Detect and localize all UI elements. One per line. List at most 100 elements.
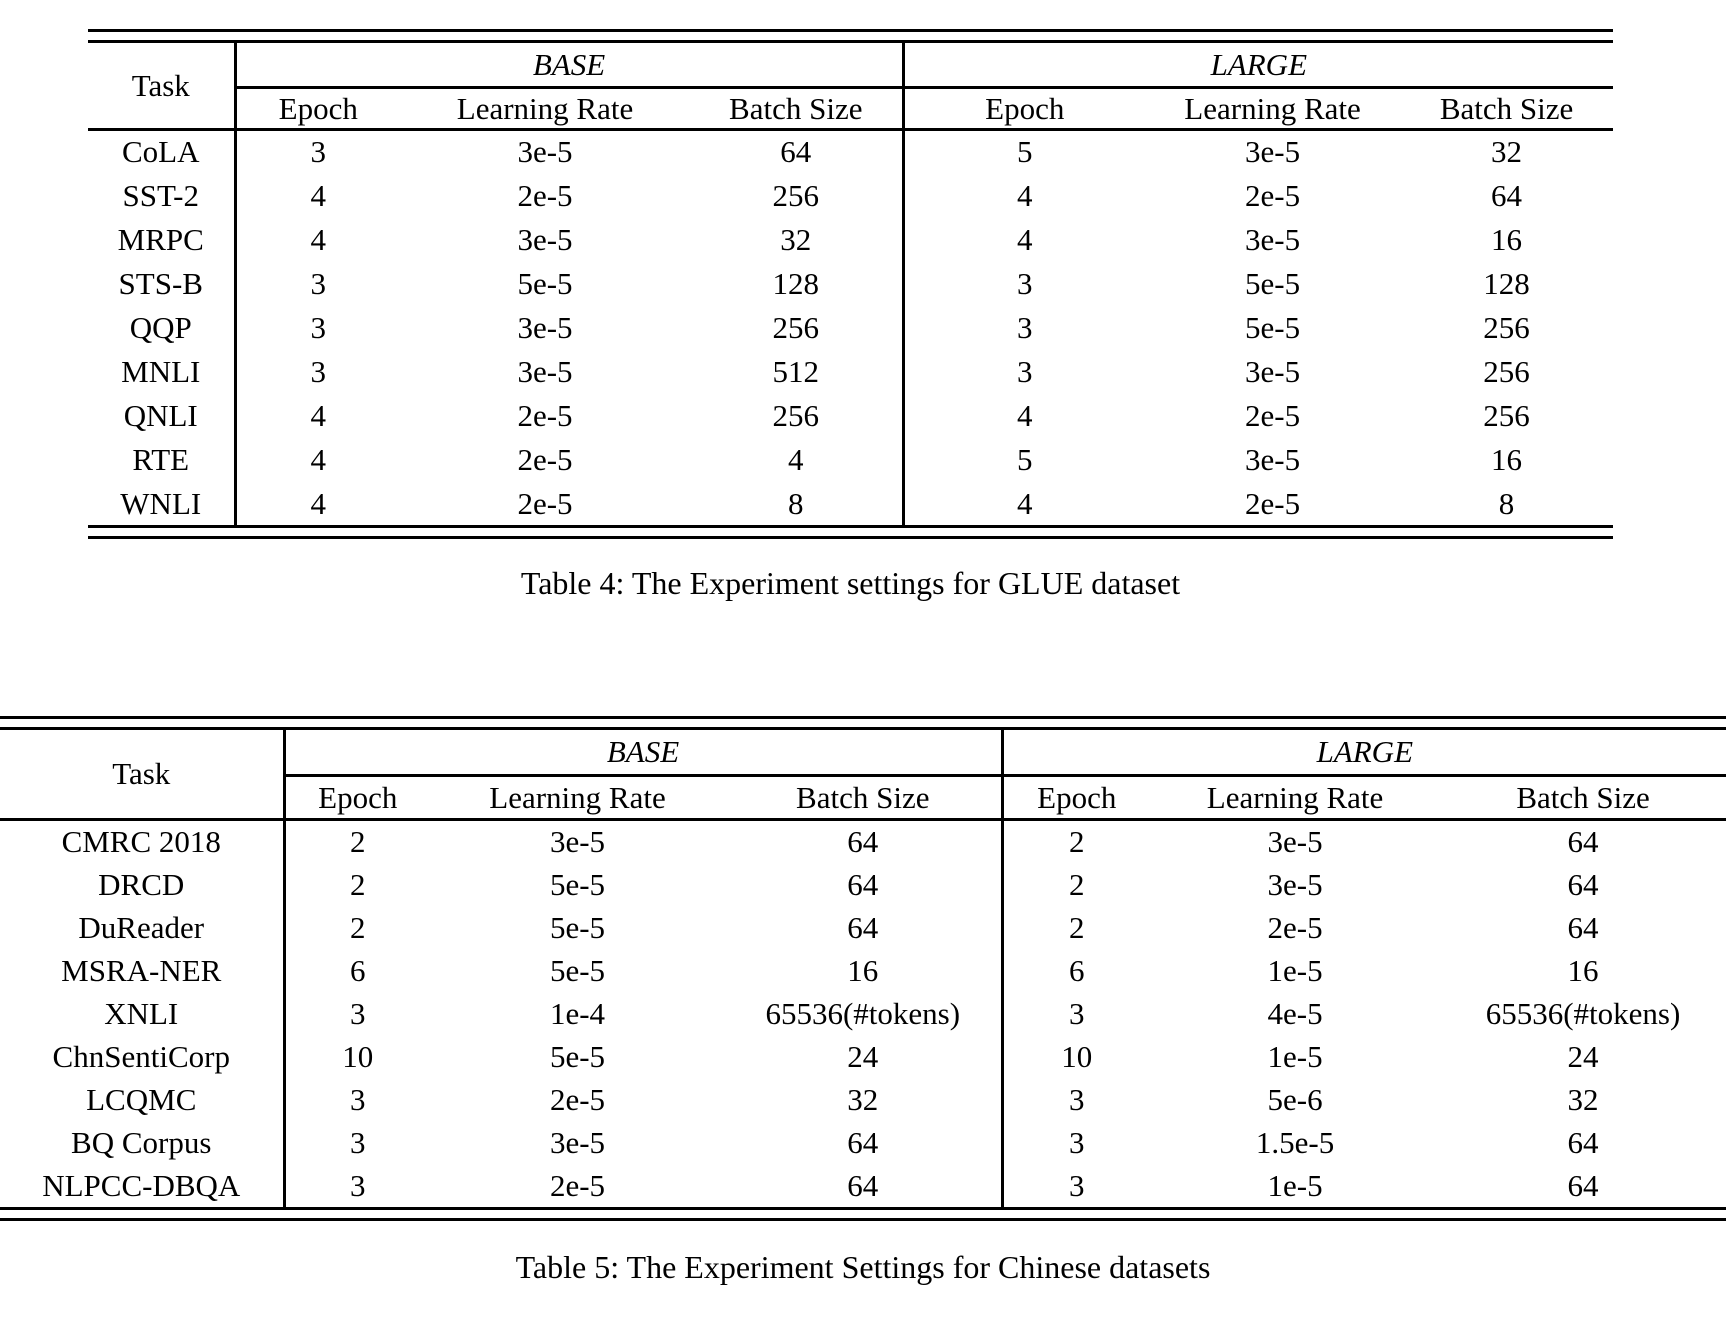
table-row: STS-B 3 5e-5 128 3 5e-5 128 (88, 261, 1613, 305)
task-cell: DRCD (0, 862, 286, 906)
column-header-base-epoch: Epoch (235, 87, 400, 131)
sub-header-row: Epoch Learning Rate Batch Size Epoch Lea… (88, 87, 1614, 131)
group-header-large: LARGE (903, 43, 1614, 89)
task-cell: CMRC 2018 (0, 819, 286, 863)
column-header-task: Task (0, 729, 286, 822)
value-cell: 64 (1567, 909, 1599, 945)
value-cell: 2e-5 (1244, 177, 1301, 213)
value-cell: 4 (690, 437, 905, 481)
value-cell: 3 (310, 134, 327, 170)
task-cell: RTE (88, 437, 237, 481)
table-row: MRPC 4 3e-5 32 4 3e-5 16 (88, 217, 1613, 261)
value-cell: 4 (1017, 485, 1033, 521)
value-cell: 5e-5 (1244, 265, 1301, 301)
value-cell: 16 (1567, 952, 1599, 988)
value-cell: 3e-5 (549, 1124, 606, 1160)
value-cell: 4e-5 (1267, 995, 1323, 1031)
column-header-large-batch-size: Batch Size (1440, 775, 1726, 822)
value-cell: 2 (350, 824, 366, 860)
value-cell: 65536(#tokens) (725, 991, 1004, 1035)
value-cell: 256 (690, 305, 905, 349)
sub-header-row: Epoch Learning Rate Batch Size Epoch Lea… (0, 775, 1726, 822)
table-row: SST-2 4 2e-5 256 4 2e-5 64 (88, 173, 1613, 217)
value-cell: 3e-5 (517, 221, 573, 257)
value-cell: 4 (310, 221, 327, 257)
value-cell: 3 (310, 265, 327, 301)
value-cell: 3 (1017, 265, 1033, 301)
value-cell: 64 (1567, 1124, 1599, 1160)
value-cell: 2e-5 (517, 177, 573, 213)
table-row: NLPCC-DBQA 3 2e-5 64 3 1e-5 64 (0, 1163, 1726, 1207)
task-cell: ChnSentiCorp (0, 1034, 286, 1078)
value-cell: 3 (310, 353, 327, 389)
table-top-rule (88, 29, 1613, 43)
value-cell: 3 (350, 1167, 366, 1203)
task-cell: MSRA-NER (0, 948, 286, 992)
value-cell: 2e-5 (1267, 909, 1323, 945)
value-cell: 8 (1498, 485, 1515, 521)
value-cell: 32 (1567, 1081, 1599, 1117)
value-cell: 1e-4 (549, 995, 606, 1031)
table-header: Task BASE LARGE Epoch Learning Rate Batc… (0, 729, 1726, 822)
value-cell: 3 (310, 309, 327, 345)
value-cell: 6 (1069, 952, 1085, 988)
column-header-base-batch-size: Batch Size (690, 87, 905, 131)
value-cell: 24 (1567, 1038, 1599, 1074)
task-cell: QNLI (88, 393, 237, 437)
task-cell: DuReader (0, 905, 286, 949)
value-cell: 5 (1017, 134, 1033, 170)
value-cell: 2e-5 (1244, 397, 1301, 433)
value-cell: 5e-5 (1244, 309, 1301, 345)
value-cell: 65536(#tokens) (1485, 995, 1681, 1031)
glue-settings-table-section: Task BASE LARGE Epoch Learning Rate Batc… (88, 29, 1614, 605)
value-cell: 5e-5 (549, 952, 606, 988)
table-top-rule (0, 715, 1726, 730)
value-cell: 4 (310, 441, 327, 477)
value-cell: 3 (350, 995, 366, 1031)
value-cell: 10 (342, 1038, 374, 1074)
table-row: BQ Corpus 3 3e-5 64 3 1.5e-5 64 (0, 1120, 1726, 1164)
value-cell: 256 (1483, 309, 1530, 345)
value-cell: 3 (1017, 309, 1033, 345)
value-cell: 2 (1069, 909, 1085, 945)
task-cell: BQ Corpus (0, 1120, 286, 1164)
value-cell: 64 (725, 862, 1004, 906)
value-cell: 5e-5 (549, 1038, 606, 1074)
task-cell: NLPCC-DBQA (0, 1163, 286, 1207)
value-cell: 64 (725, 1120, 1004, 1164)
value-cell: 64 (1567, 824, 1599, 860)
value-cell: 24 (725, 1034, 1004, 1078)
table-body: CoLA 3 3e-5 64 5 3e-5 32 SST-2 4 2e-5 256 4 2e-5 64 MR… (88, 129, 1613, 525)
value-cell: 5e-5 (517, 265, 573, 301)
value-cell: 3e-5 (517, 353, 573, 389)
table-row: MSRA-NER 6 5e-5 16 6 1e-5 16 (0, 948, 1726, 992)
value-cell: 64 (1491, 177, 1523, 213)
value-cell: 64 (725, 1163, 1004, 1207)
value-cell: 4 (1017, 177, 1033, 213)
value-cell: 10 (1061, 1038, 1093, 1074)
value-cell: 2 (350, 866, 366, 902)
task-cell: QQP (88, 305, 237, 349)
value-cell: 1e-5 (1267, 1167, 1323, 1203)
value-cell: 32 (725, 1077, 1004, 1121)
value-cell: 3e-5 (1244, 353, 1301, 389)
value-cell: 256 (690, 173, 905, 217)
value-cell: 4 (310, 485, 327, 521)
value-cell: 256 (690, 393, 905, 437)
table-row: QQP 3 3e-5 256 3 5e-5 256 (88, 305, 1613, 349)
value-cell: 64 (725, 905, 1004, 949)
group-header-row: Task BASE LARGE (88, 43, 1614, 131)
chinese-settings-table-section: Task BASE LARGE Epoch Learning Rate Batc… (0, 715, 1726, 1289)
chinese-settings-table: Task BASE LARGE Epoch Learning Rate Batc… (0, 729, 1726, 1207)
value-cell: 1e-5 (1267, 952, 1323, 988)
table-caption-5: Table 5: The Experiment Settings for Chi… (515, 1248, 1211, 1285)
value-cell: 3 (1069, 995, 1085, 1031)
column-header-large-batch-size: Batch Size (1400, 87, 1614, 131)
table-row: ChnSentiCorp 10 5e-5 24 10 1e-5 24 (0, 1034, 1726, 1078)
value-cell: 128 (1483, 265, 1530, 301)
value-cell: 2 (1069, 824, 1085, 860)
value-cell: 3 (1017, 353, 1033, 389)
column-header-large-learning-rate: Learning Rate (1150, 775, 1441, 822)
column-header-large-epoch: Epoch (1002, 775, 1151, 822)
group-header-large: LARGE (1002, 729, 1726, 778)
